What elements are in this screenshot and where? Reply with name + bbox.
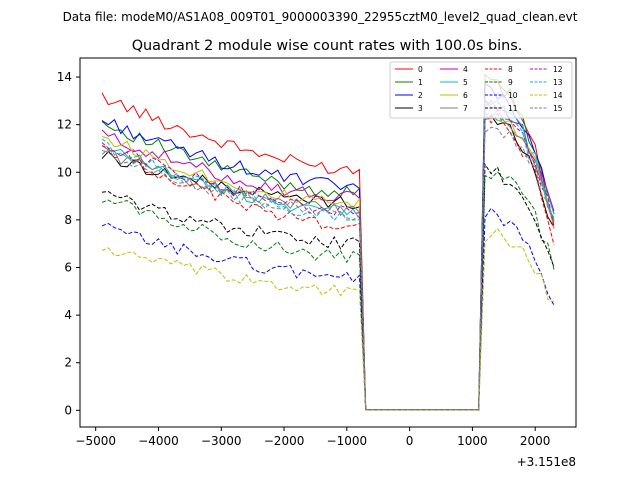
plot-frame	[79, 57, 577, 428]
legend-label-7: 7	[463, 104, 468, 113]
x-tick-label: −5000	[75, 434, 116, 448]
x-tick-label: 1000	[457, 434, 488, 448]
y-tick-label: 4	[64, 308, 72, 322]
legend-label-0: 0	[418, 65, 423, 74]
legend-label-9: 9	[508, 78, 513, 87]
legend-label-2: 2	[418, 91, 423, 100]
legend-label-5: 5	[463, 78, 468, 87]
legend-label-3: 3	[418, 104, 423, 113]
y-axis: 0 2 4 6 8 10 12 14	[57, 70, 80, 417]
y-tick-label: 8	[64, 213, 72, 227]
x-tick-label: −3000	[201, 434, 242, 448]
y-tick-label: 14	[57, 70, 72, 84]
legend-label-1: 1	[418, 78, 423, 87]
series-line-7	[101, 108, 555, 411]
legend-label-10: 10	[508, 91, 518, 100]
legend-label-12: 12	[553, 65, 563, 74]
series-line-1	[101, 73, 555, 411]
x-tick-label: 0	[406, 434, 414, 448]
chart-title: Quadrant 2 module wise count rates with …	[132, 38, 523, 54]
y-tick-label: 0	[64, 403, 72, 417]
series-line-3	[101, 115, 555, 411]
y-tick-label: 2	[64, 356, 72, 370]
series-line-10	[101, 207, 555, 411]
x-tick-label: −1000	[327, 434, 368, 448]
series-line-12	[101, 99, 555, 411]
series-line-13	[101, 112, 555, 411]
y-tick-label: 10	[57, 165, 72, 179]
series-line-9	[101, 170, 555, 411]
x-tick-label: 2000	[520, 434, 551, 448]
series-line-8	[101, 111, 555, 411]
series-line-15	[101, 126, 555, 411]
legend-label-6: 6	[463, 91, 468, 100]
x-tick-label: −4000	[138, 434, 179, 448]
suptitle: Data file: modeM0/AS1A08_009T01_90000033…	[63, 10, 578, 24]
x-tick-label: −2000	[264, 434, 305, 448]
x-axis: −5000 −4000 −3000 −2000 −1000 0 1000 2000	[75, 427, 550, 448]
series-line-14	[101, 227, 555, 411]
series-line-5	[101, 98, 555, 411]
series-line-0	[101, 80, 555, 411]
series-line-4	[101, 99, 555, 411]
legend-box	[389, 61, 573, 119]
series-line-11	[101, 162, 555, 411]
legend-label-11: 11	[508, 104, 518, 113]
legend-label-13: 13	[553, 78, 563, 87]
y-tick-label: 12	[57, 118, 72, 132]
legend-label-14: 14	[553, 91, 563, 100]
legend-label-15: 15	[553, 104, 563, 113]
y-tick-label: 6	[64, 260, 72, 274]
x-offset-label: +3.151e8	[517, 455, 576, 469]
legend-label-4: 4	[463, 65, 468, 74]
plot-series-group	[101, 73, 555, 411]
legend-label-8: 8	[508, 65, 513, 74]
